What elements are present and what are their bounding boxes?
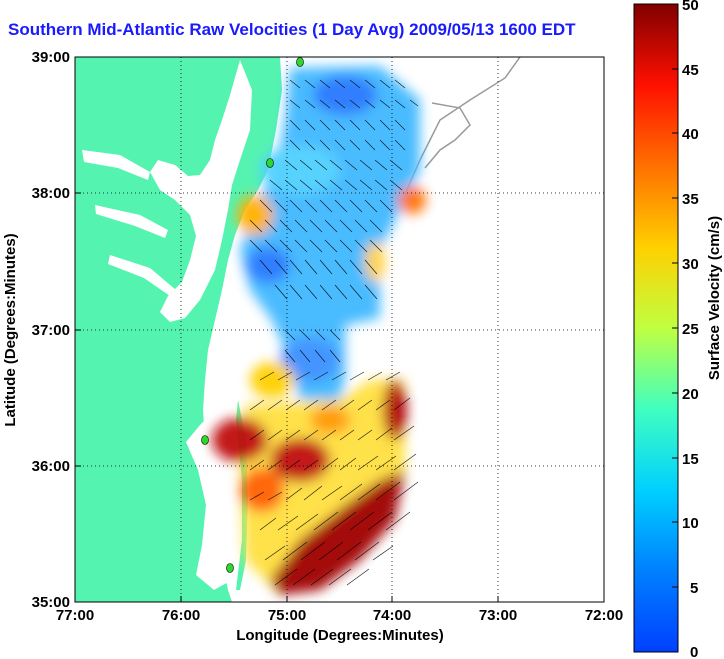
- colorbar: [633, 3, 679, 653]
- x-tick-label: 76:00: [162, 607, 200, 624]
- colorbar-tick-label: 35: [682, 191, 699, 208]
- x-tick-label: 72:00: [585, 607, 623, 624]
- y-tick-label: 38:00: [32, 185, 70, 202]
- bay-water: [150, 60, 252, 322]
- colorbar-tick-label: 0: [690, 644, 698, 659]
- y-axis-label: Latitude (Degrees:Minutes): [2, 233, 19, 426]
- colorbar-tick-label: 25: [682, 321, 699, 338]
- velocity-vectors: [249, 79, 419, 586]
- colorbar-tick-label: 50: [682, 0, 699, 14]
- y-tick-label: 37:00: [32, 322, 70, 339]
- grid: [75, 57, 604, 602]
- x-tick-label: 77:00: [56, 607, 94, 624]
- river-2: [95, 205, 168, 238]
- x-tick-label: 73:00: [479, 607, 517, 624]
- bathymetry-contour-2: [424, 102, 471, 169]
- colorbar-tick-label: 30: [682, 256, 699, 273]
- y-tick-label: 39:00: [32, 49, 70, 66]
- colorbar-tick-label: 5: [690, 580, 698, 597]
- colorbar-tick-label: 45: [682, 62, 699, 79]
- river-1: [82, 150, 150, 180]
- x-tick-label: 74:00: [373, 607, 411, 624]
- x-tick-label: 75:00: [268, 607, 306, 624]
- colorbar-tick-label: 10: [682, 515, 699, 532]
- map-title: Southern Mid-Atlantic Raw Velocities (1 …: [8, 20, 576, 39]
- river-3: [108, 255, 176, 296]
- colorbar-tick-label: 20: [682, 386, 699, 403]
- colorbar-label: Surface Velocity (cm/s): [706, 216, 723, 380]
- colorbar-tick-label: 40: [682, 126, 699, 143]
- colorbar-tick-label: 15: [682, 451, 699, 468]
- velocity-field: [212, 66, 426, 595]
- y-tick-label: 36:00: [32, 458, 70, 475]
- station-markers: [201, 57, 304, 573]
- y-tick-label: 35:00: [32, 594, 70, 611]
- x-axis-label: Longitude (Degrees:Minutes): [236, 627, 444, 644]
